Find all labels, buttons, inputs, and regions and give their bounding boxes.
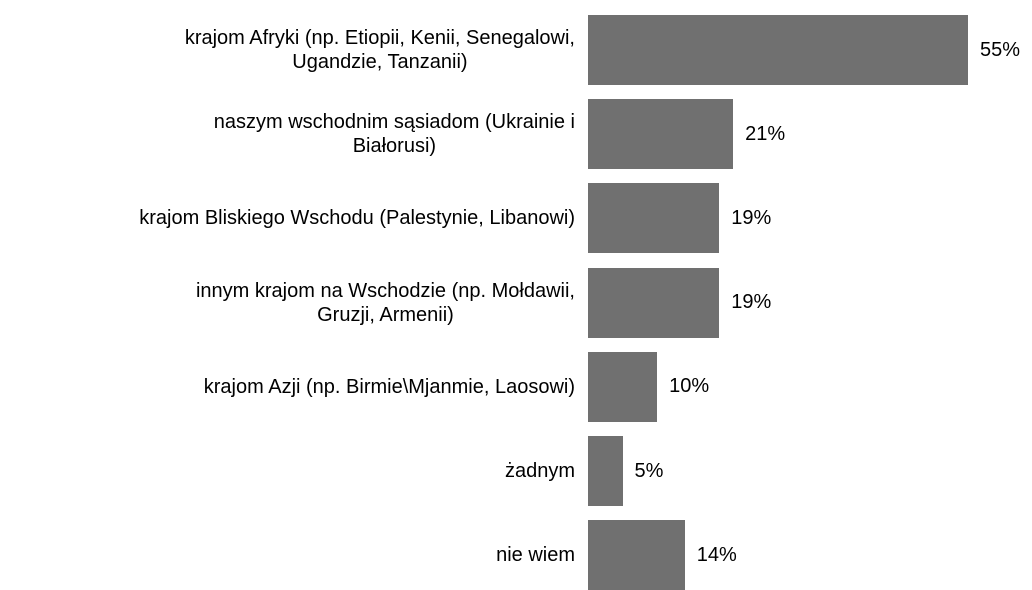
value-label: 14%	[696, 543, 737, 566]
category-label: żadnym	[0, 436, 575, 506]
category-text: naszym wschodnim sąsiadom (Ukrainie i Bi…	[213, 111, 575, 158]
category-text: nie wiem	[496, 544, 575, 567]
bar	[588, 520, 685, 590]
value-label: 21%	[745, 122, 786, 145]
category-label: innym krajom na Wschodzie (np. Mołdawii,…	[0, 268, 575, 338]
category-text: krajom Afryki (np. Etiopii, Kenii, Seneg…	[184, 27, 575, 73]
category-label: naszym wschodnim sąsiadom (Ukrainie i Bi…	[0, 99, 575, 169]
bar	[588, 15, 968, 85]
category-label: krajom Azji (np. Birmie\Mjanmie, Laosowi…	[0, 352, 575, 422]
category-text: żadnym	[504, 460, 575, 482]
category-label: krajom Bliskiego Wschodu (Palestynie, Li…	[0, 183, 575, 253]
category-text: krajom Bliskiego Wschodu (Palestynie, Li…	[139, 207, 575, 230]
value-label: 55%	[980, 38, 1021, 61]
category-label: krajom Afryki (np. Etiopii, Kenii, Seneg…	[0, 15, 575, 85]
bar	[588, 436, 623, 506]
value-label: 5%	[634, 459, 664, 482]
category-text: innym krajom na Wschodzie (np. Mołdawii,…	[195, 279, 575, 326]
value-label: 10%	[669, 375, 710, 398]
category-label: nie wiem	[0, 520, 575, 590]
bar	[588, 267, 720, 338]
bar	[588, 183, 720, 254]
value-label: 19%	[731, 206, 772, 229]
bar	[588, 351, 658, 422]
value-label: 19%	[731, 291, 772, 314]
category-text: krajom Azji (np. Birmie\Mjanmie, Laosowi…	[203, 375, 575, 398]
bar	[588, 99, 734, 170]
